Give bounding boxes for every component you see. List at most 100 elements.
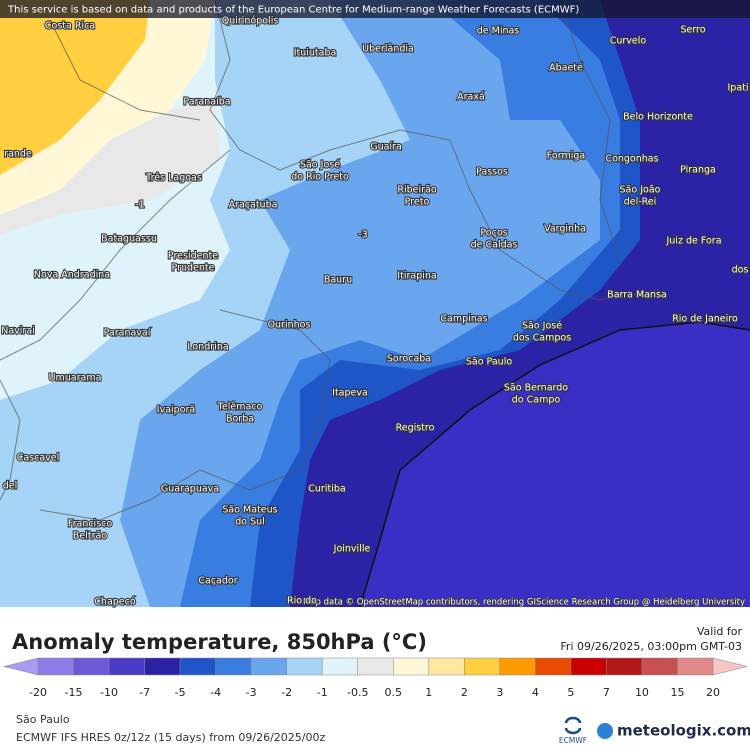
colorbar-bin xyxy=(357,657,394,676)
brand-logo xyxy=(597,723,613,739)
city-label: Cascavel xyxy=(17,453,60,464)
colorbar-bin xyxy=(677,657,714,676)
colorbar-tick-label: -15 xyxy=(65,686,83,699)
colorbar-tick-label: 20 xyxy=(706,686,720,699)
banner-bg xyxy=(0,0,750,18)
city-label: Rio de Janeiro xyxy=(672,314,738,325)
colorbar-arrow xyxy=(3,657,39,676)
model-info: ECMWF IFS HRES 0z/12z (15 days) from 09/… xyxy=(16,731,326,744)
colorbar-bin xyxy=(108,657,145,676)
colorbar-tick-label: -7 xyxy=(139,686,150,699)
zone xyxy=(0,0,215,215)
city-label: Paranavaí xyxy=(104,328,151,339)
colorbar-bin xyxy=(570,657,607,676)
city-label: do Rio Preto xyxy=(291,172,349,183)
city-label: Francisco xyxy=(68,519,113,530)
colorbar-tick-label: -0.5 xyxy=(347,686,368,699)
city-label: Araçatuba xyxy=(229,200,278,211)
colorbar-tick-label: -3 xyxy=(246,686,257,699)
city-label: São Paulo xyxy=(466,357,512,368)
colorbar-tick-label: 15 xyxy=(670,686,684,699)
colorbar-bin xyxy=(250,657,287,676)
legend-title: Anomaly temperature, 850hPa (°C) xyxy=(12,630,427,654)
colorbar-bin xyxy=(535,657,572,676)
city-label: do Sul xyxy=(235,517,265,528)
city-label: dos xyxy=(732,265,749,276)
coastline xyxy=(359,321,750,608)
city-label: São José xyxy=(522,321,562,332)
colorbar-tick-label: -20 xyxy=(29,686,47,699)
city-label: Poços xyxy=(480,228,507,239)
city-label: Guaíra xyxy=(370,142,402,153)
valid-label: Valid for xyxy=(697,625,743,638)
colorbar-arrow xyxy=(712,657,748,676)
city-label: dos Campos xyxy=(513,333,571,344)
attribution: Map data © OpenStreetMap contributors, r… xyxy=(303,598,745,608)
city-label: Ituiutaba xyxy=(294,48,337,59)
valid-time: Fri 09/26/2025, 03:00pm GMT-03 xyxy=(560,640,742,653)
city-label: Paranaíba xyxy=(183,97,230,108)
location: São Paulo xyxy=(16,713,70,726)
colorbar-bin xyxy=(428,657,465,676)
city-label: Registro xyxy=(396,423,435,434)
city-label: Itapeva xyxy=(332,388,368,399)
colorbar-tick-label: -5 xyxy=(175,686,186,699)
ecmwf-logo xyxy=(564,716,582,735)
city-label: de Minas xyxy=(477,26,520,37)
colorbar-tick-label: -4 xyxy=(210,686,221,699)
colorbar-bin xyxy=(464,657,501,676)
colorbar-bin xyxy=(179,657,216,676)
city-label: Beltrão xyxy=(73,531,107,542)
colorbar: -20 -15 -10 -7 -5 -4 -3 -2 -1 -0.5 0.5 1 2 3 4 5 7 10 15 20 xyxy=(3,657,748,699)
city-label: -1 xyxy=(135,200,144,211)
city-label: Juiz de Fora xyxy=(665,236,721,247)
city-label: São Mateus xyxy=(222,505,277,516)
colorbar-tick-label: -2 xyxy=(281,686,292,699)
city-label: del xyxy=(3,481,18,492)
city-label: Rio do xyxy=(287,596,317,607)
ocean xyxy=(360,322,750,607)
colorbar-tick-label: 5 xyxy=(567,686,574,699)
city-label: del-Rei xyxy=(624,197,657,208)
colorbar-bin xyxy=(286,657,323,676)
city-label: São Bernardo xyxy=(504,383,568,394)
colorbar-bin xyxy=(321,657,358,676)
brand: meteologix.com xyxy=(617,722,750,740)
city-label: Ivaiporã xyxy=(157,405,195,416)
city-label: São José xyxy=(300,160,340,171)
city-label: Bataguassu xyxy=(101,234,157,245)
colorbar-tick-label: 7 xyxy=(603,686,610,699)
ecmwf-text: ECMWF xyxy=(559,736,587,745)
city-label: Chapecó xyxy=(94,597,136,608)
city-label: Sorocaba xyxy=(387,354,431,365)
city-label: Araxá xyxy=(457,92,485,103)
city-label: Uberlândia xyxy=(362,44,414,55)
city-label: Curvelo xyxy=(610,36,647,47)
city-label: Ipati xyxy=(727,83,748,94)
city-label: Umuarama xyxy=(49,373,102,384)
city-label: Caçador xyxy=(198,576,237,587)
colorbar-tick-label: 2 xyxy=(461,686,468,699)
city-label: Varginha xyxy=(544,224,586,235)
city-label: Londrina xyxy=(187,342,228,353)
colorbar-tick-label: 3 xyxy=(496,686,503,699)
city-label: Nova Andradina xyxy=(34,270,110,281)
city-label: Formiga xyxy=(547,151,585,162)
borders xyxy=(0,0,661,521)
colorbar-bin xyxy=(393,657,430,676)
city-label: Quirinópolis xyxy=(222,16,279,27)
colorbar-bin xyxy=(215,657,252,676)
city-label: Passos xyxy=(476,167,508,178)
city-label: do Campo xyxy=(512,395,561,406)
city-label: Piranga xyxy=(680,165,716,176)
city-label: Telêmaco xyxy=(217,402,263,413)
zone xyxy=(0,100,220,235)
colorbar-bin xyxy=(37,657,74,676)
city-label: Preto xyxy=(405,197,430,208)
city-label: Serro xyxy=(680,25,705,36)
colorbar-bin xyxy=(144,657,181,676)
colorbar-bin xyxy=(606,657,643,676)
city-label: -3 xyxy=(358,230,367,241)
